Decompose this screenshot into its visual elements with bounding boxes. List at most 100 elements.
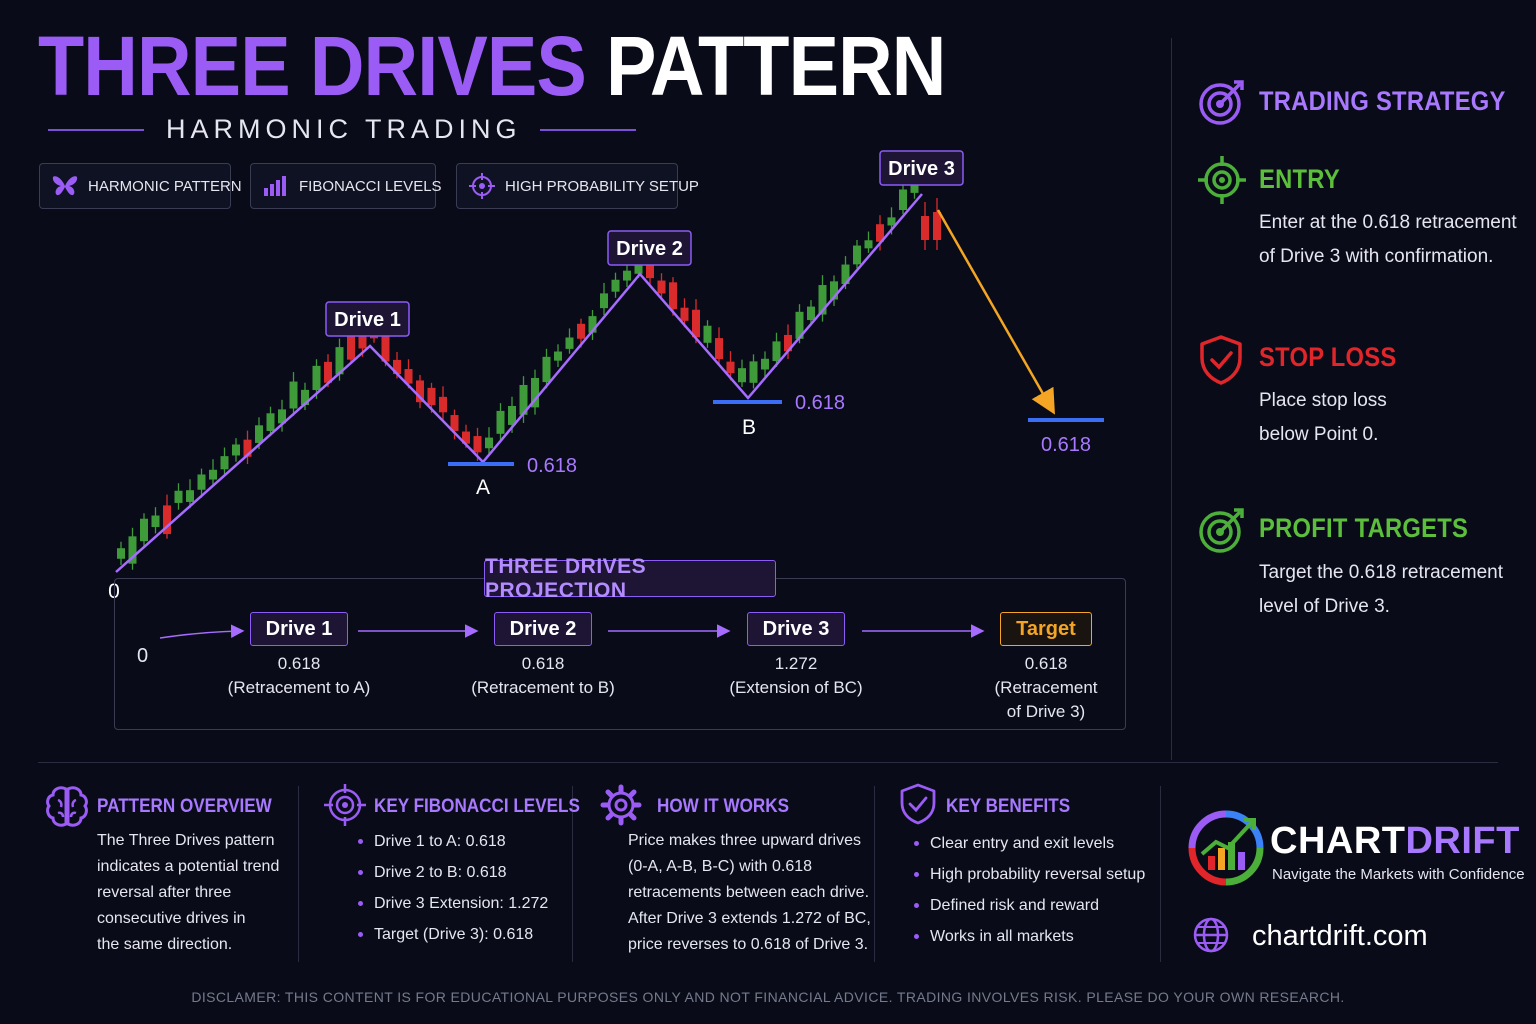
entry-text: Enter at the 0.618 retracement of Drive … [1259,206,1517,274]
bullish-candle [174,490,183,503]
brand-name-part-2: DRIFT [1405,820,1520,862]
crosshair-icon [469,173,495,199]
bearish-candle [462,431,470,444]
bearish-candle [439,396,447,413]
bearish-candle [921,216,929,240]
target-arrow-icon [1199,80,1244,125]
projection-step-drive-3: Drive 3 1.272 (Extension of BC) [729,612,863,700]
key-benefits-list: Clear entry and exit levels High probabi… [914,828,1145,952]
list-item: Target (Drive 3): 0.618 [358,919,548,950]
stop-line: below Point 0. [1259,424,1379,445]
list-item: High probability reversal setup [914,859,1145,890]
drive-2-text: Drive 2 [616,238,683,260]
bullish-candle [749,361,758,383]
bearish-candle [358,325,367,349]
bearish-candle [715,338,723,360]
bullish-candle [312,365,321,391]
step-note: (Retracement to B) [471,677,615,697]
globe-icon [1193,917,1229,953]
key-fib-levels-title: KEY FIBONACCI LEVELS [374,796,580,817]
fib-level-a-label: 0.618 [527,455,577,477]
bullish-candle [519,384,528,415]
bearish-candle [427,387,436,406]
column-divider [1160,786,1161,962]
drive-1-label: Drive 1 [325,301,410,337]
bullish-candle [899,189,907,211]
tag-fibonacci-levels: FIBONACCI LEVELS [250,163,442,209]
bullish-candle [209,469,217,480]
bullish-candle [853,245,861,265]
website-link[interactable]: chartdrift.com [1252,920,1428,952]
projection-step-label: Target [1000,612,1092,646]
how-line: price reverses to 0.618 of Drive 3. [628,936,869,953]
tag-label: HARMONIC PATTERN [88,177,242,195]
subtitle-line-right [539,128,636,131]
bearish-candle [876,224,884,242]
column-divider [572,786,573,962]
bullish-candle [703,325,712,343]
how-line: Price makes three upward drives [628,832,861,849]
step-note: (Retracement to A) [227,677,371,697]
profit-targets-title: PROFIT TARGETS [1259,513,1469,543]
subtitle: HARMONIC TRADING [166,114,522,144]
how-line: retracements between each drive. [628,884,870,901]
bullish-candle [496,410,505,434]
projection-start: 0 [137,645,149,667]
bearish-candle [692,309,700,338]
bearish-candle [416,380,424,403]
title-part-2: PATTERN [606,19,946,113]
drive-2-label: Drive 2 [607,230,692,266]
projection-step-value: 0.618 (Retracement to A) [228,652,371,700]
disclaimer: DISCLAMER: THIS CONTENT IS FOR EDUCATION… [191,989,1345,1005]
tag-label: FIBONACCI LEVELS [299,177,442,195]
shield-check-icon [900,783,936,825]
pattern-zigzag-line [115,193,923,573]
bullish-candle [266,413,275,431]
brain-icon [46,786,88,827]
gear-icon [600,784,642,826]
pattern-overview-text: The Three Drives pattern indicates a pot… [97,828,279,958]
how-line: (0-A, A-B, B-C) with 0.618 [628,858,813,875]
step-note: (Extension of BC) [729,677,863,697]
crosshair-target-icon [1198,156,1246,204]
bearish-candle [577,323,585,339]
bullish-candle [807,306,815,321]
entry-line: of Drive 3 with confirmation. [1259,246,1494,267]
bearish-candle [646,260,654,279]
title-part-1: THREE DRIVES [38,19,587,113]
projection-step-label: Drive 1 [249,612,349,646]
step-value: 0.618 [277,654,321,673]
projection-step-value: 0.618 (Retracement to B) [471,652,615,700]
column-divider [874,786,875,962]
brand-name-part-1: CHART [1270,820,1406,862]
vertical-divider [1171,38,1172,760]
bullish-candle [117,548,125,559]
projection-step-drive-2: Drive 2 0.618 (Retracement to B) [471,612,615,700]
overview-line: indicates a potential trend [97,858,280,875]
bearish-candle [933,212,941,240]
bar-chart-icon [264,176,286,196]
overview-line: the same direction. [97,936,233,953]
projection-arrow-0 [159,624,245,639]
bullish-candle [795,311,804,339]
bullish-candle [335,347,344,375]
three-drives-chart: Drive 1 Drive 2 Drive 3 0 A B 0.618 0.61… [108,150,1104,639]
bullish-candle [197,474,206,490]
projection-step-target: Target 0.618 (Retracement of Drive 3) [995,612,1098,723]
bullish-candle [818,285,827,315]
page-title: THREE DRIVES PATTERN [38,24,946,108]
overview-line: consecutive drives in [97,910,246,927]
drive-3-label: Drive 3 [879,150,964,186]
target-arrow [936,209,1055,415]
fib-level-b-label: 0.618 [795,392,845,414]
bearish-candle [381,335,390,362]
bullish-candle [278,409,286,424]
bullish-candle [186,490,194,502]
bearish-candle [450,415,459,431]
bullish-candle [255,425,263,443]
bullish-candle [508,405,516,425]
projection-step-label: Drive 3 [746,612,846,646]
key-fib-levels-list: Drive 1 to A: 0.618 Drive 2 to B: 0.618 … [358,826,548,950]
trading-strategy-title: TRADING STRATEGY [1259,86,1506,116]
list-item: Drive 2 to B: 0.618 [358,857,548,888]
